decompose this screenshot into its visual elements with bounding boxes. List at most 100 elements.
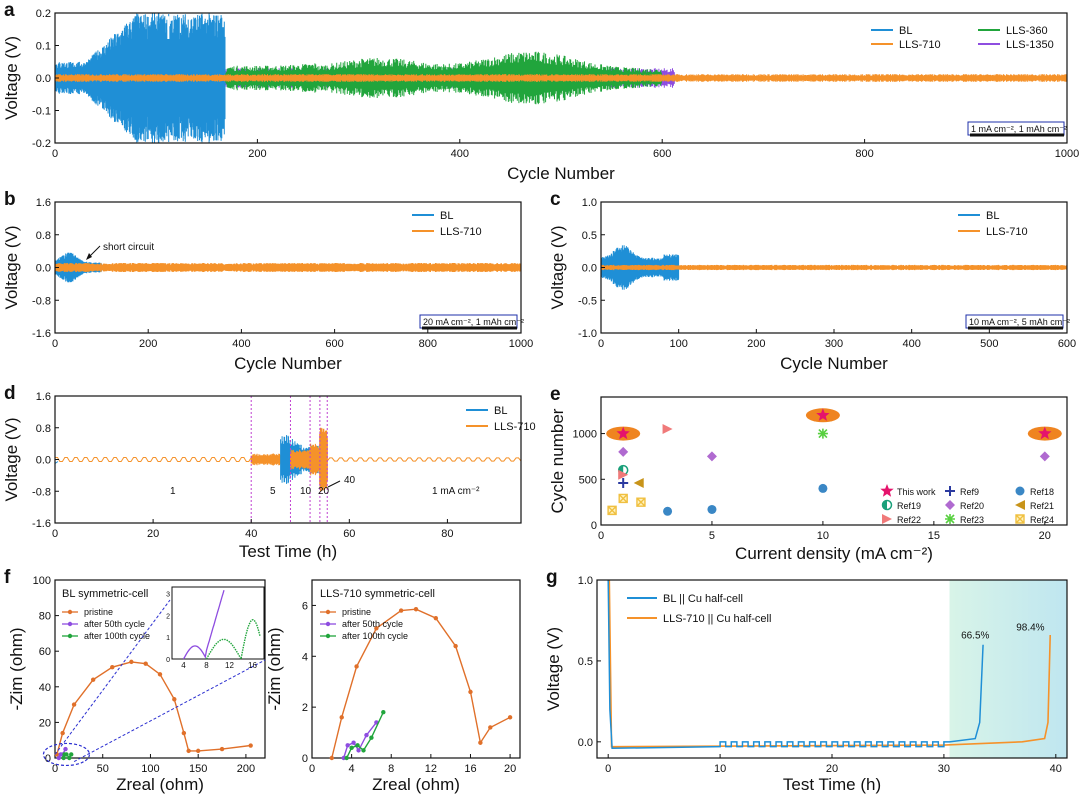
x-tick-label: 500: [980, 338, 998, 350]
y-tick-label: -0.5: [578, 295, 597, 307]
marker-ref20: [1039, 451, 1050, 462]
panel-label: a: [4, 0, 15, 21]
legend-marker: [325, 633, 331, 639]
condition-label: 1 mA cm⁻², 1 mAh cm⁻²: [971, 124, 1067, 134]
x-tick-label: 10: [714, 763, 726, 775]
y-tick-label: -0.8: [32, 295, 51, 307]
inset-frame: [171, 586, 265, 660]
y-tick-label: 0.0: [36, 73, 51, 85]
x-tick-label: 200: [237, 763, 255, 775]
marker-ref18: [707, 504, 717, 514]
marker-ref21: [633, 477, 644, 488]
marker-ref22: [662, 424, 673, 434]
short-circuit-arrow: [88, 245, 101, 258]
series-0-point: [219, 746, 225, 752]
marker-ref20: [706, 451, 717, 462]
series-1-point: [56, 755, 62, 761]
rate-label: 10: [300, 486, 312, 497]
x-tick-label: 800: [419, 338, 437, 350]
x-tick-label: 600: [325, 338, 343, 350]
inset-x-tick: 8: [204, 661, 209, 670]
marker-ref19-fill: [882, 500, 887, 510]
legend-label: Ref18: [1030, 487, 1054, 497]
y-tick-label: 1.0: [582, 197, 597, 209]
rate-label: 5: [270, 486, 276, 497]
y-tick-label: 0.8: [36, 423, 51, 435]
series-0-point: [110, 665, 115, 670]
y-tick-label: 0: [302, 753, 308, 765]
panel-title: LLS-710 symmetric-cell: [320, 588, 435, 600]
marker-ref20: [618, 446, 629, 457]
series-0-curve: [331, 608, 511, 759]
y-tick-label: 0.0: [36, 455, 51, 467]
legend-label: LLS-1350: [1006, 39, 1054, 51]
series-2-point: [369, 735, 374, 740]
legend-marker: [67, 621, 73, 627]
marker-ref24: [636, 497, 646, 507]
panel-b: 0 200 400 600 800 1000 1.6 0.8 0.0 -0.8 -1.6 Cycle …: [2, 189, 533, 373]
x-tick-label: 10: [817, 530, 829, 542]
series-2-point: [61, 755, 66, 761]
panel-d: 0 20 40 60 80 1.6 0.8 0.0 -0.8 -1.6 Test Time (h) V…: [2, 383, 536, 561]
x-tick-label: 8: [388, 763, 394, 775]
y-tick-label: 0: [591, 520, 597, 532]
zoom-line-top: [54, 599, 171, 755]
marker-ref23: [945, 514, 955, 524]
legend-label: after 100th cycle: [342, 631, 408, 641]
panel-e: 0 5 10 15 20 0 500 1000 Current density (mA cm⁻²…: [548, 384, 1068, 563]
condition-label: 20 mA cm⁻², 1 mAh cm⁻²: [423, 317, 524, 327]
legend-label: pristine: [84, 607, 113, 617]
short-circuit-arrowhead: [86, 253, 92, 260]
series-1-point: [63, 746, 68, 752]
panel-label: b: [4, 189, 16, 210]
x-tick-label: 600: [653, 148, 671, 160]
rate-label: 1 mA cm⁻²: [432, 486, 480, 497]
legend-label: BL: [494, 405, 507, 417]
series-1-point: [345, 743, 350, 748]
x-tick-label: 1000: [1055, 148, 1079, 160]
x-tick-label: 80: [441, 528, 453, 540]
panel-label: c: [550, 189, 561, 210]
x-tick-label: 30: [938, 763, 950, 775]
marker-ref18: [663, 506, 673, 516]
y-tick-label: 500: [579, 474, 597, 486]
x-axis-label: Zreal (ohm): [116, 775, 204, 794]
series-0-point: [186, 748, 191, 754]
short-circuit-annotation: short circuit: [103, 242, 154, 253]
y-tick-label: 0.0: [578, 737, 593, 749]
inset-y-tick: 1: [166, 635, 170, 642]
legend-label: Ref23: [960, 515, 984, 525]
y-tick-label: 0: [45, 753, 51, 765]
series-0-point: [468, 689, 473, 695]
x-tick-label: 400: [902, 338, 920, 350]
zoom-ellipse: [42, 742, 91, 767]
series-0-point: [339, 715, 344, 720]
x-tick-label: 300: [825, 338, 843, 350]
series-0-point: [329, 755, 335, 761]
marker-this-work: [616, 426, 630, 440]
y-tick-label: -0.1: [32, 106, 51, 118]
series-2-point: [381, 710, 386, 715]
legend-label: after 50th cycle: [342, 619, 403, 629]
rate-label: 1: [170, 486, 176, 497]
series-0-point: [195, 748, 201, 754]
y-axis-label: -Zim (ohm): [7, 627, 26, 710]
legend-label: LLS-710 || Cu half-cell: [663, 613, 771, 625]
series-0-point: [478, 740, 483, 745]
marker-ref24: [607, 505, 617, 516]
series-0-point: [172, 697, 177, 702]
inset-y-tick: 0: [166, 657, 170, 664]
inset-100th-curve: [205, 618, 261, 662]
legend-label: BL || Cu half-cell: [663, 593, 743, 605]
x-tick-label: 400: [232, 338, 250, 350]
legend-label: LLS-710: [440, 226, 482, 238]
series-0-point: [507, 715, 513, 720]
y-tick-label: 0.0: [36, 263, 51, 275]
x-axis-label: Test Time (h): [783, 775, 881, 794]
marker-ref9: [618, 477, 629, 488]
series-LLS-710-band: [55, 263, 521, 272]
legend-label: BL: [440, 210, 453, 222]
y-tick-label: 80: [39, 611, 51, 623]
legend-label: after 100th cycle: [84, 631, 150, 641]
